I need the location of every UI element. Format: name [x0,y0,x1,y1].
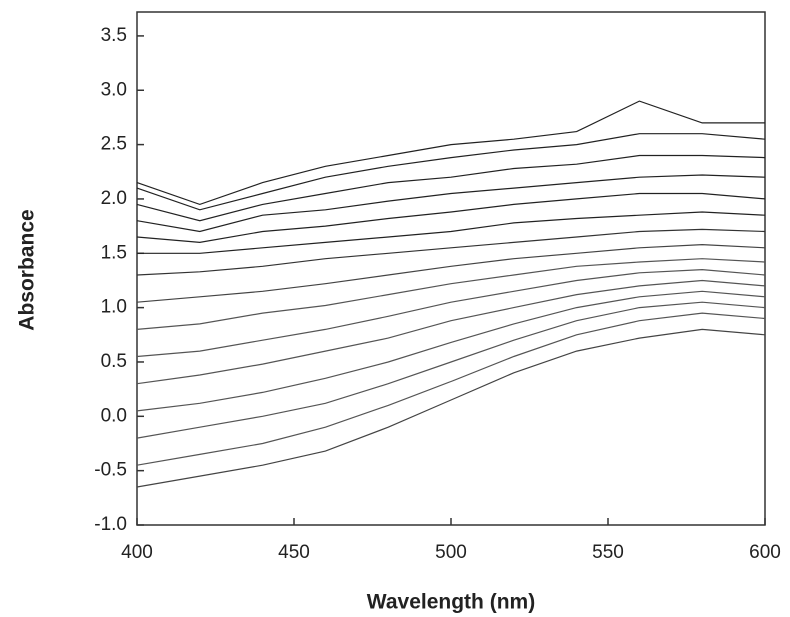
spectrum-line [136,258,766,330]
spectrum-line [136,301,766,439]
y-axis-title: Absorbance [16,209,39,330]
y-tick-label: 2.0 [101,188,127,209]
x-tick-label: 450 [278,542,310,563]
spectrum-line [136,154,766,222]
spectrum-line [136,228,766,276]
spectrum-line [136,192,766,244]
spectrum-line [136,243,766,303]
x-tick-label: 500 [435,542,467,563]
spectrum-line [136,174,766,233]
x-tick-label: 600 [749,542,781,563]
y-tick-label: 2.5 [101,134,127,155]
spectrum-line [137,211,766,254]
y-tick-label: 3.0 [101,79,127,100]
spectrum-line [136,279,766,385]
y-tick-label: -1.0 [94,514,127,535]
x-tick-label: 550 [592,542,624,563]
x-axis-title: Wavelength (nm) [367,591,535,614]
y-tick-label: 0.0 [101,405,127,426]
x-tick-label: 400 [121,542,153,563]
spectrum-line [136,100,765,206]
y-tick-label: -0.5 [94,460,127,481]
spectrum-line [136,312,766,466]
y-tick-label: 3.5 [101,25,127,46]
spectrum-line [136,133,766,211]
y-tick-label: 1.5 [101,242,127,263]
spectrum-line [136,290,766,412]
y-tick-label: 1.0 [101,297,127,318]
spectrum-line [136,268,766,358]
spectrum-line [136,328,766,488]
y-tick-label: 0.5 [101,351,127,372]
